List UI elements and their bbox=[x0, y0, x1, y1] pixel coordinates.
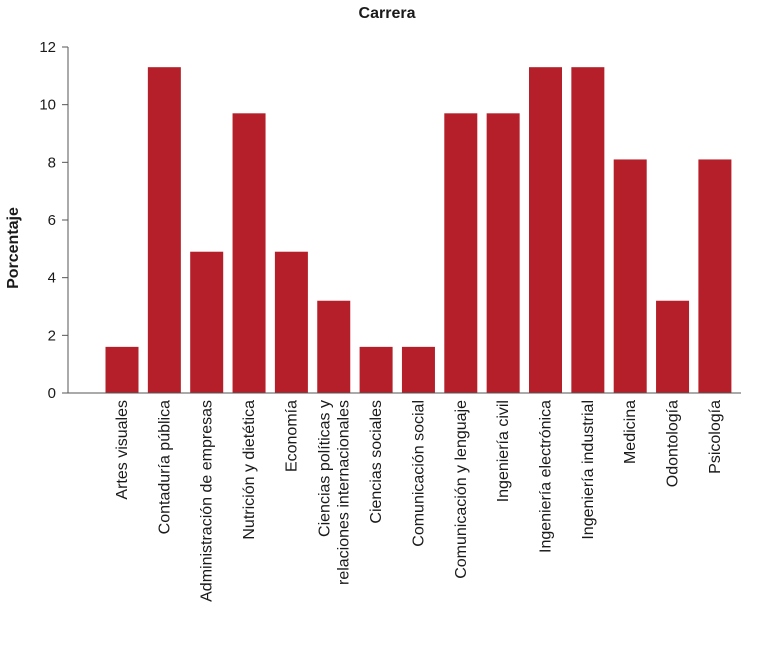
bar bbox=[613, 159, 647, 393]
chart-title: Carrera bbox=[359, 5, 416, 22]
x-category-label: Odontología bbox=[665, 400, 682, 487]
y-tick-label: 2 bbox=[48, 327, 56, 344]
bar bbox=[698, 159, 732, 393]
y-tick-label: 0 bbox=[48, 385, 56, 402]
bar bbox=[656, 300, 690, 393]
bars-group bbox=[105, 67, 732, 394]
x-category-label: Comunicación social bbox=[410, 400, 427, 547]
bar bbox=[571, 67, 605, 393]
bar bbox=[190, 251, 224, 393]
bar bbox=[529, 67, 562, 393]
bar bbox=[274, 251, 308, 393]
x-category-label: Comunicación y lenguaje bbox=[453, 400, 470, 579]
bar bbox=[317, 300, 351, 393]
y-tick-label: 6 bbox=[48, 212, 56, 229]
x-category-label: Artes visuales bbox=[114, 400, 131, 500]
bar bbox=[486, 113, 520, 394]
x-category-label: Administración de empresas bbox=[199, 400, 216, 602]
x-category-label: Ingeniería civil bbox=[495, 400, 512, 502]
y-axis-label: Porcentaje bbox=[5, 207, 22, 289]
x-category-label: Psicología bbox=[707, 400, 724, 474]
x-category-label: relaciones internacionales bbox=[335, 400, 352, 585]
x-category-label: Ciencias sociales bbox=[368, 400, 385, 524]
x-category-label: Ciencias políticas y bbox=[316, 400, 333, 537]
bar bbox=[444, 113, 478, 394]
y-axis: 0 2 4 6 8 10 12 bbox=[39, 39, 68, 402]
bar bbox=[401, 346, 435, 393]
y-tick-label: 8 bbox=[48, 154, 56, 171]
y-tick-label: 10 bbox=[39, 97, 56, 114]
y-tick-label: 4 bbox=[48, 270, 56, 287]
x-category-label: Ingeniería electrónica bbox=[538, 400, 555, 553]
x-category-label: Contaduría pública bbox=[156, 400, 173, 534]
x-category-label: Ingeniería industrial bbox=[580, 400, 597, 540]
x-category-label: Economía bbox=[283, 400, 300, 472]
x-category-label: Medicina bbox=[622, 400, 639, 464]
bar bbox=[232, 113, 266, 394]
bar bbox=[105, 346, 139, 393]
bar bbox=[359, 346, 393, 393]
x-axis-labels: Artes visuales Contaduría pública Administ… bbox=[114, 400, 724, 602]
x-category-label: Nutrición y dietética bbox=[241, 400, 258, 540]
y-tick-label: 12 bbox=[39, 39, 56, 56]
bar bbox=[147, 67, 181, 393]
